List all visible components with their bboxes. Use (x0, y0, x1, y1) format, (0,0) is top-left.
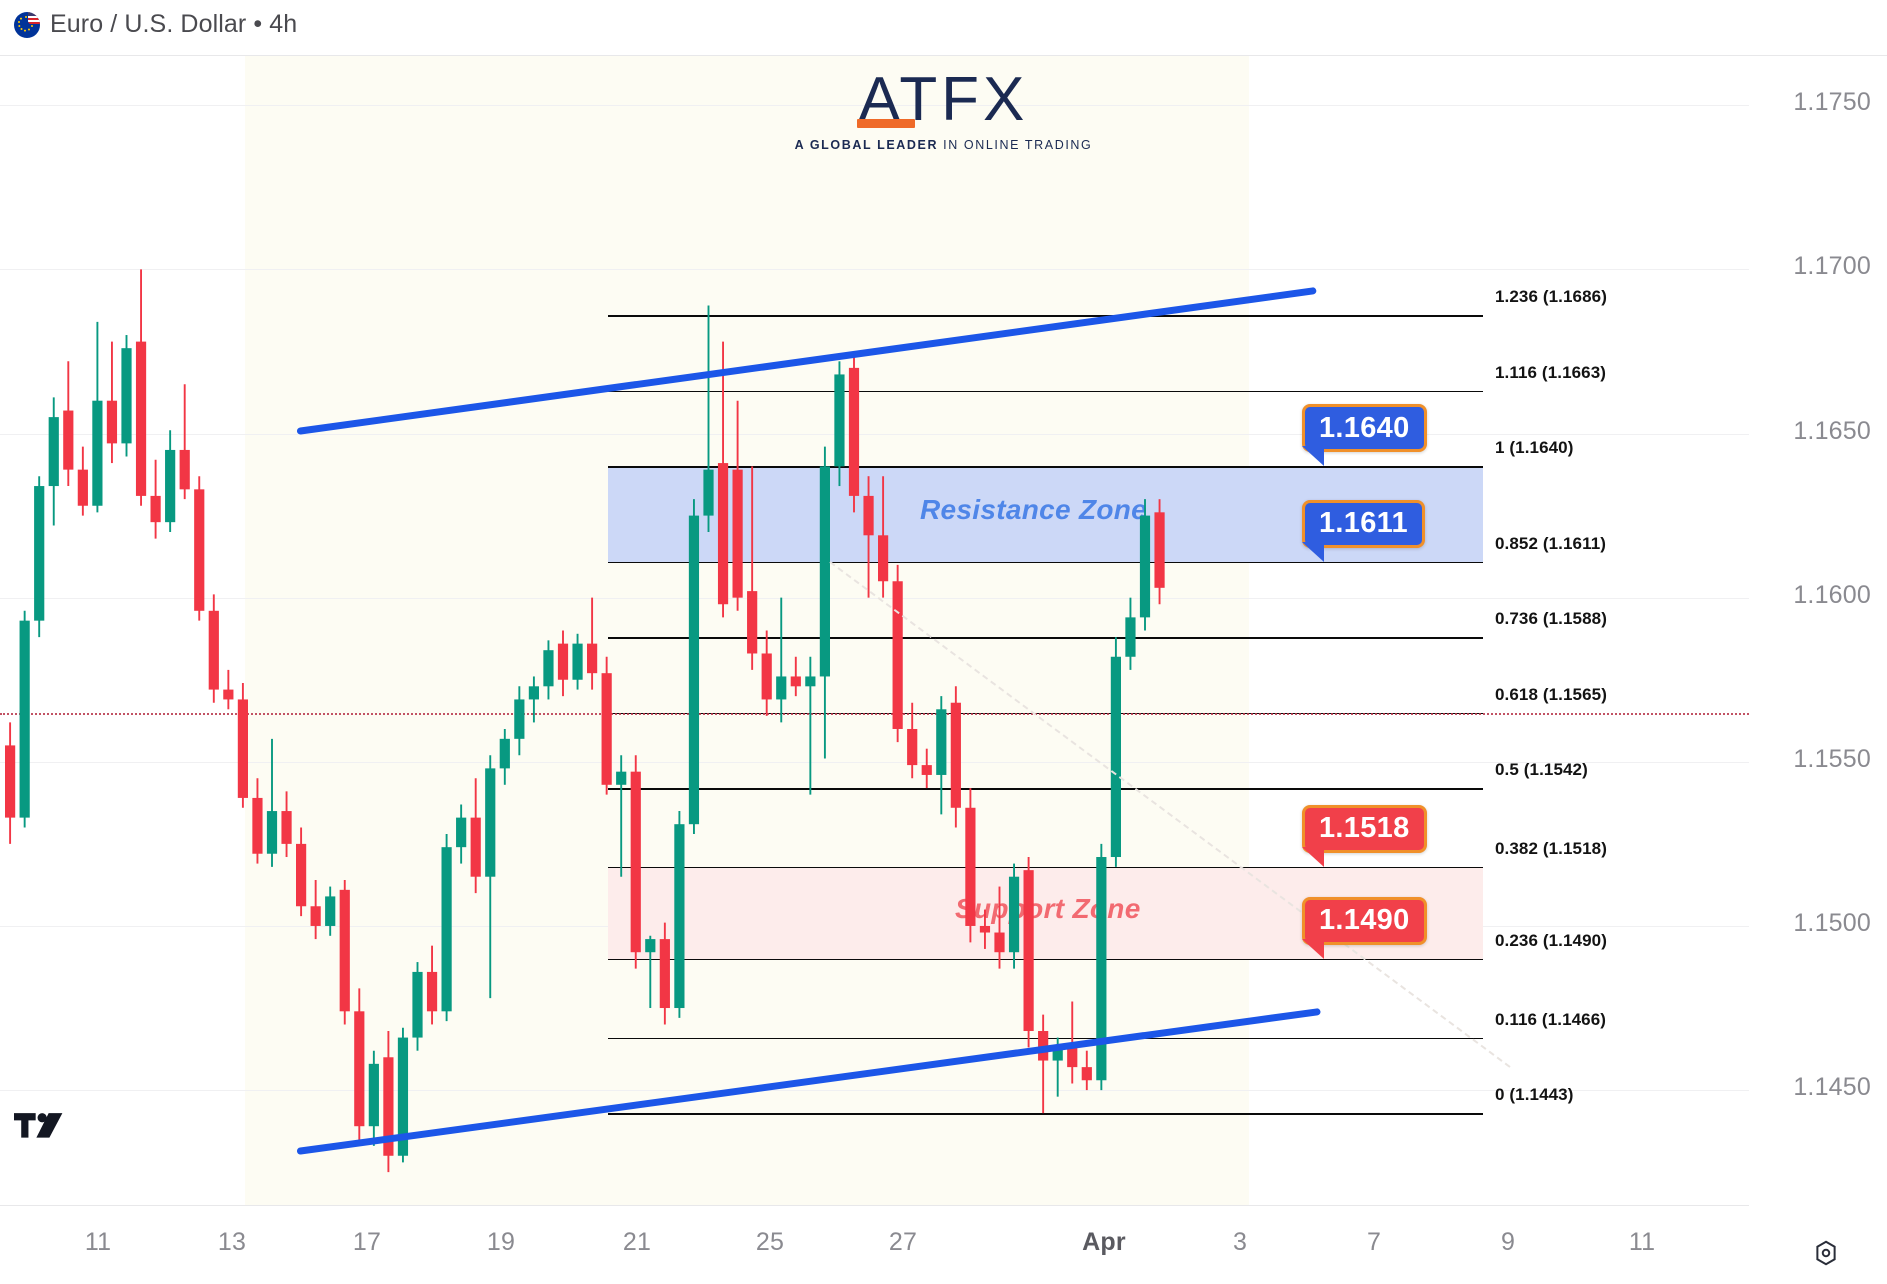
fib-level-label: 0.618 (1.1565) (1495, 684, 1607, 704)
callout-value: 1.1611 (1319, 507, 1408, 540)
tradingview-logo[interactable] (14, 1112, 66, 1146)
gridline (0, 433, 1749, 435)
price-axis-tick: 1.1450 (1793, 1073, 1871, 1102)
eu-stars-icon (18, 15, 34, 32)
fib-level-label: 1.116 (1.1663) (1495, 362, 1607, 382)
fib-level-label: 0.852 (1.1611) (1495, 533, 1607, 553)
fib-level-line (608, 561, 1483, 564)
price-axis-tick: 1.1600 (1793, 580, 1871, 609)
callout-tail (1302, 846, 1324, 867)
time-axis-tick: 25 (755, 1228, 785, 1256)
time-axis-tick: 11 (84, 1228, 112, 1256)
fib-level-line (608, 315, 1483, 317)
settings-gear-icon[interactable] (1811, 1238, 1841, 1268)
fib-level-label: 0.736 (1.1588) (1495, 609, 1607, 629)
gridline (0, 105, 1749, 107)
fib-level-label: 0.5 (1.1542) (1495, 760, 1588, 780)
fib-level-line (608, 958, 1483, 961)
resistance-zone-label: Resistance Zone (920, 493, 1148, 525)
session-background (245, 56, 1249, 1205)
gridline (0, 1090, 1749, 1092)
fib-level-label: 0 (1.1443) (1495, 1085, 1574, 1105)
price-callout[interactable]: 1.1640 (1299, 404, 1427, 473)
fib-level-label: 1.236 (1.1686) (1495, 287, 1607, 307)
fib-level-line (608, 390, 1483, 393)
time-axis-tick: 3 (1232, 1228, 1248, 1256)
symbol-title: Euro / U.S. Dollar • 4h (50, 10, 298, 38)
time-axis-tick: 17 (352, 1228, 382, 1256)
price-axis-tick: 1.1750 (1793, 88, 1871, 117)
symbol-row[interactable]: Euro / U.S. Dollar • 4h (14, 10, 297, 39)
fib-level-line (608, 637, 1483, 639)
chart-header: Euro / U.S. Dollar • 4h (0, 0, 1887, 56)
callout-value: 1.1490 (1319, 904, 1410, 937)
price-axis-tick: 1.1650 (1793, 416, 1871, 445)
time-axis-tick: 21 (622, 1228, 652, 1256)
price-callout[interactable]: 1.1518 (1299, 804, 1427, 873)
time-axis-tick: 13 (217, 1228, 247, 1256)
time-axis-tick: 19 (486, 1228, 516, 1256)
time-axis-tick: Apr (1082, 1228, 1126, 1256)
callout-tail (1302, 541, 1324, 562)
chart-plot-area[interactable]: Resistance Zone Support Zone 1.236 (1.1686… (0, 56, 1749, 1205)
eur-usd-flag-icon (14, 11, 40, 38)
gridline (0, 269, 1749, 271)
fib-level-label: 0.236 (1.1490) (1495, 930, 1607, 950)
fib-level-label: 0.116 (1.1466) (1495, 1009, 1607, 1029)
price-axis-tick: 1.1550 (1793, 744, 1871, 773)
fib-level-line (608, 788, 1483, 790)
price-axis[interactable]: 1.1750 1.1700 1.1650 1.1600 1.1550 1.1500 1.14… (1749, 0, 1887, 1284)
time-axis-tick: 7 (1366, 1228, 1382, 1256)
current-price-line (0, 712, 1749, 715)
price-axis-tick: 1.1500 (1793, 908, 1871, 937)
price-callout[interactable]: 1.1611 (1299, 499, 1425, 568)
time-axis-tick: 27 (888, 1228, 918, 1256)
fib-level-label: 1 (1.1640) (1495, 438, 1574, 458)
us-flag-icon (28, 11, 40, 24)
callout-tail (1302, 446, 1324, 467)
time-axis-tick: 9 (1500, 1228, 1516, 1256)
callout-value: 1.1518 (1319, 812, 1410, 845)
fib-level-line (608, 866, 1483, 869)
fib-level-line (608, 466, 1483, 468)
candlestick-series (5, 269, 1165, 1173)
callout-tail (1302, 938, 1324, 959)
time-axis[interactable]: 11 13 17 19 21 25 27 Apr 3 7 9 11 (0, 1205, 1749, 1284)
fib-level-line (608, 1113, 1483, 1115)
fib-level-label: 0.382 (1.1518) (1495, 838, 1607, 858)
time-axis-tick: 11 (1628, 1228, 1656, 1256)
price-callout[interactable]: 1.1490 (1299, 896, 1427, 965)
callout-value: 1.1640 (1319, 411, 1410, 444)
price-axis-tick: 1.1700 (1793, 252, 1871, 281)
gridline (0, 597, 1749, 599)
gridline (0, 761, 1749, 763)
